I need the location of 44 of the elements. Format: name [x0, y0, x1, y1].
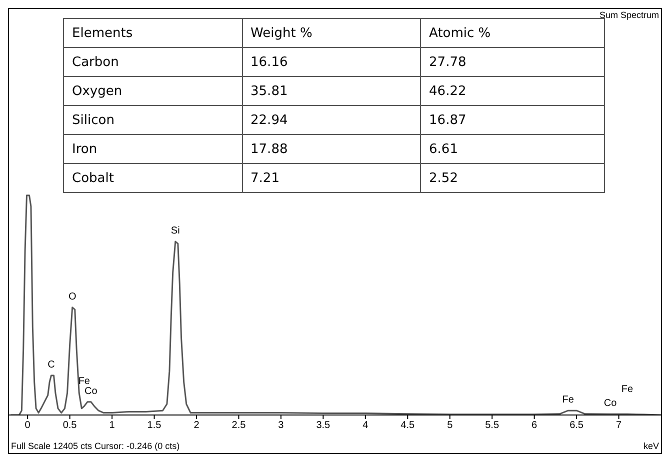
- text: Cobalt: [64, 164, 242, 192]
- x-tick-label: 5.5: [485, 420, 500, 432]
- x-tick-label: 2: [194, 420, 200, 432]
- x-tick-label: 7: [616, 420, 622, 432]
- text: 16.87: [420, 106, 604, 134]
- text: Carbon: [64, 48, 242, 76]
- x-tick-label: 6.5: [570, 420, 584, 432]
- text: Oxygen: [64, 76, 242, 106]
- x-tick-label: 0: [24, 420, 31, 432]
- text: Atomic %: [420, 18, 604, 48]
- annotation: Fe: [562, 394, 574, 406]
- x-axis-title: keV: [643, 441, 659, 451]
- annotation: Si: [170, 226, 180, 237]
- text: 46.22: [420, 76, 604, 106]
- text: Full Scale 12405 cts Cursor: -0.246 (0 cts): [11, 441, 180, 451]
- x-tick-label: 2.5: [232, 420, 246, 432]
- annotation: C: [48, 359, 55, 370]
- chart-title: Sum Spectrum: [599, 10, 659, 20]
- text: Weight %: [242, 18, 421, 48]
- x-tick-label: 1.5: [147, 420, 162, 432]
- x-tick-label: 5: [447, 420, 454, 432]
- text: Iron: [64, 134, 242, 164]
- x-tick-label: 3.5: [316, 420, 331, 432]
- x-tick-label: 3: [278, 420, 284, 432]
- x-tick-label: 4.5: [400, 420, 416, 432]
- text: 22.94: [242, 106, 421, 134]
- text: 16.16: [242, 48, 421, 76]
- x-tick-label: 0.5: [62, 420, 78, 432]
- text: 35.81: [242, 76, 421, 106]
- text: 27.78: [420, 48, 604, 76]
- annotation: Fe: [621, 384, 634, 396]
- text: Elements: [64, 18, 242, 48]
- annotation: Co: [84, 386, 98, 397]
- annotation: Co: [604, 398, 618, 410]
- annotation: Fe: [78, 376, 90, 388]
- annotation: O: [68, 291, 76, 302]
- text: 6.61: [420, 134, 604, 164]
- x-tick-label: 4: [362, 420, 369, 432]
- x-tick-label: 6: [532, 420, 538, 432]
- text: 2.52: [420, 164, 604, 192]
- x-tick-label: 1: [109, 420, 116, 432]
- text: 17.88: [242, 134, 421, 164]
- text: 7.21: [242, 164, 421, 192]
- text: Silicon: [64, 106, 242, 134]
